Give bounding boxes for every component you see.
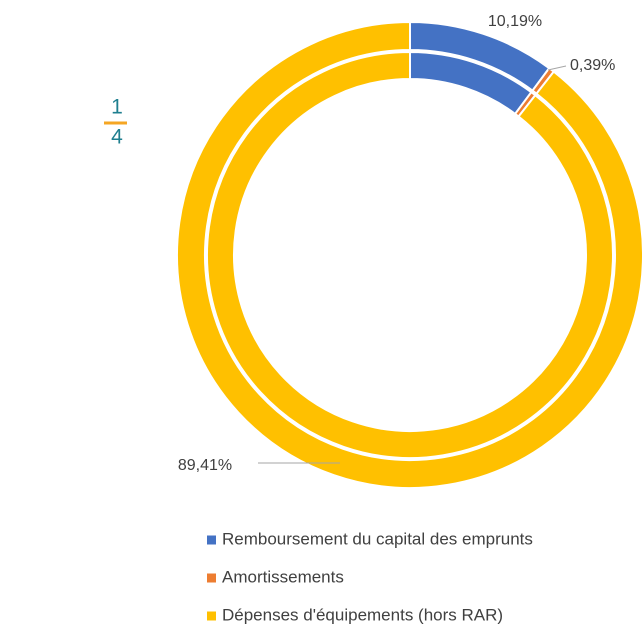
legend-label: Remboursement du capital des emprunts [222,529,533,548]
fraction-denominator: 4 [111,126,123,149]
data-label: 10,19% [488,13,542,30]
fraction-numerator: 1 [111,96,123,119]
legend-swatch [207,535,216,545]
legend-swatch [207,611,216,621]
doughnut-segment [206,50,614,459]
legend-label: Amortissements [222,567,344,586]
leader-line [547,65,567,71]
legend-label: Dépenses d'équipements (hors RAR) [222,605,503,624]
data-label: 89,41% [178,457,232,474]
data-label: 0,39% [570,57,615,74]
legend-swatch [207,573,216,583]
doughnut-segment [176,20,642,489]
